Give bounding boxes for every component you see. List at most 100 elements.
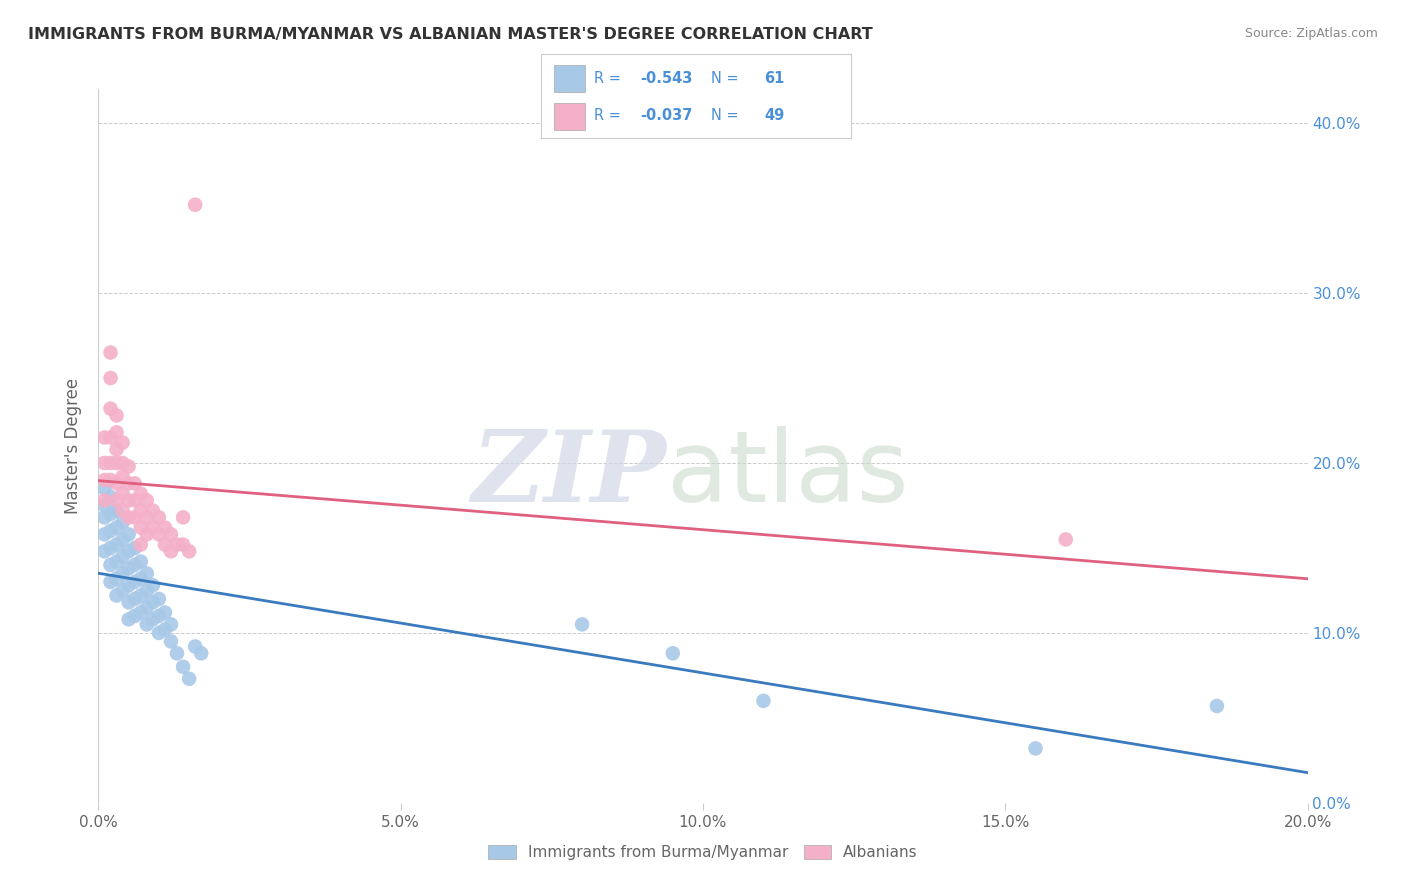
Point: [100, 574, 122, 589]
Point: [172, 510, 194, 524]
Point: [100, 371, 122, 385]
Point: [160, 527, 183, 541]
Point: [105, 520, 128, 534]
Point: [111, 583, 134, 598]
Text: N =: N =: [711, 108, 744, 123]
Point: [1206, 698, 1229, 713]
Point: [662, 646, 685, 660]
Point: [100, 345, 122, 359]
Point: [172, 660, 194, 674]
Point: [93, 456, 115, 470]
Point: [111, 516, 134, 530]
Point: [105, 537, 128, 551]
Text: IMMIGRANTS FROM BURMA/MYANMAR VS ALBANIAN MASTER'S DEGREE CORRELATION CHART: IMMIGRANTS FROM BURMA/MYANMAR VS ALBANIA…: [28, 27, 873, 42]
Point: [166, 537, 188, 551]
Point: [142, 578, 165, 592]
Point: [93, 473, 115, 487]
Point: [118, 476, 141, 491]
Point: [129, 589, 152, 603]
Point: [100, 524, 122, 538]
Point: [190, 646, 212, 660]
Point: [118, 561, 141, 575]
Point: [118, 595, 141, 609]
Point: [100, 401, 122, 416]
Point: [142, 503, 165, 517]
Point: [118, 493, 141, 508]
Legend: Immigrants from Burma/Myanmar, Albanians: Immigrants from Burma/Myanmar, Albanians: [482, 839, 924, 866]
Point: [160, 634, 183, 648]
Text: 61: 61: [763, 70, 785, 86]
Point: [160, 617, 183, 632]
Point: [93, 430, 115, 444]
Point: [93, 493, 115, 508]
Text: R =: R =: [593, 108, 626, 123]
Point: [571, 617, 593, 632]
Point: [93, 499, 115, 513]
Point: [118, 578, 141, 592]
Point: [111, 469, 134, 483]
Point: [172, 537, 194, 551]
Point: [124, 493, 146, 508]
Point: [93, 544, 115, 558]
Point: [118, 544, 141, 558]
Point: [1054, 533, 1077, 547]
Point: [100, 507, 122, 521]
Point: [111, 456, 134, 470]
Point: [179, 544, 201, 558]
Point: [105, 503, 128, 517]
Point: [153, 537, 176, 551]
Point: [93, 527, 115, 541]
Y-axis label: Master's Degree: Master's Degree: [63, 378, 82, 514]
Text: 49: 49: [763, 108, 785, 123]
Point: [124, 558, 146, 572]
Point: [105, 493, 128, 508]
Point: [111, 435, 134, 450]
Point: [105, 456, 128, 470]
Point: [124, 476, 146, 491]
Point: [148, 527, 170, 541]
Point: [93, 510, 115, 524]
FancyBboxPatch shape: [554, 64, 585, 92]
Point: [129, 520, 152, 534]
Point: [153, 520, 176, 534]
Point: [118, 459, 141, 474]
Text: R =: R =: [593, 70, 626, 86]
Point: [166, 646, 188, 660]
Point: [105, 572, 128, 586]
Text: -0.543: -0.543: [640, 70, 693, 86]
Point: [135, 583, 157, 598]
Point: [124, 510, 146, 524]
Point: [148, 510, 170, 524]
Point: [129, 537, 152, 551]
Point: [111, 549, 134, 564]
Point: [105, 442, 128, 457]
Point: [148, 591, 170, 606]
Point: [93, 482, 115, 496]
Point: [135, 510, 157, 524]
Point: [179, 672, 201, 686]
Point: [184, 640, 207, 654]
Point: [129, 606, 152, 620]
Point: [135, 566, 157, 581]
Point: [105, 425, 128, 440]
Text: Source: ZipAtlas.com: Source: ZipAtlas.com: [1244, 27, 1378, 40]
Point: [142, 612, 165, 626]
Point: [118, 527, 141, 541]
Point: [118, 612, 141, 626]
Point: [111, 533, 134, 547]
Point: [111, 566, 134, 581]
Text: atlas: atlas: [666, 426, 908, 523]
Point: [153, 623, 176, 637]
Point: [124, 541, 146, 555]
Point: [135, 617, 157, 632]
Point: [124, 608, 146, 623]
Point: [135, 600, 157, 615]
Point: [100, 541, 122, 555]
Text: -0.037: -0.037: [640, 108, 693, 123]
Point: [148, 626, 170, 640]
Point: [153, 606, 176, 620]
Point: [100, 430, 122, 444]
Point: [105, 476, 128, 491]
Point: [148, 608, 170, 623]
Point: [100, 490, 122, 504]
